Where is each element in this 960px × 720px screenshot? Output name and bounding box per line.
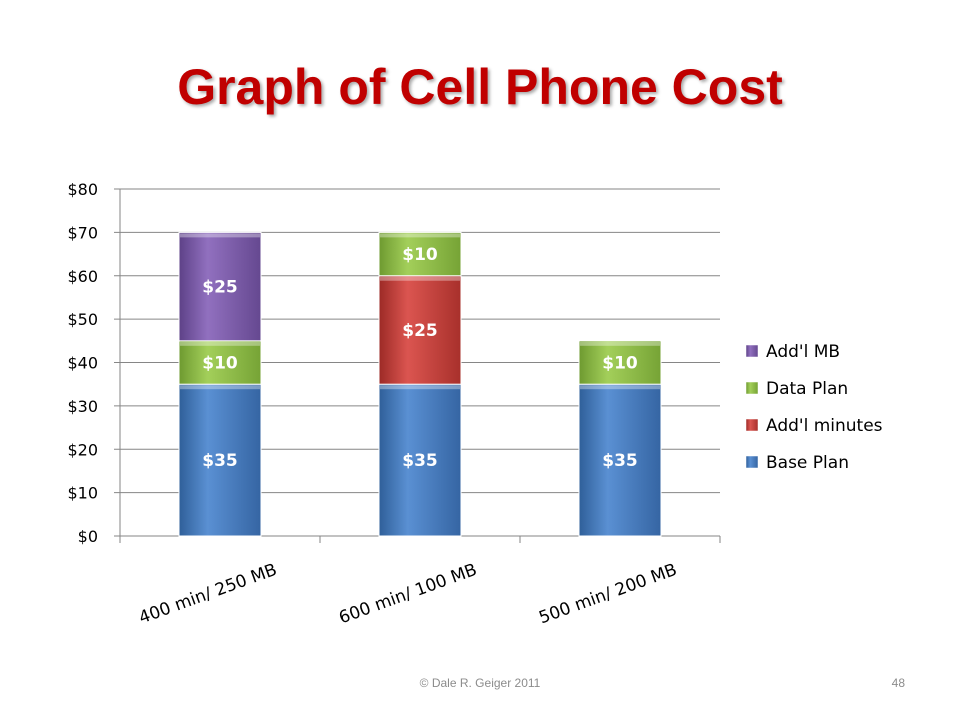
bar-bevel	[580, 341, 660, 346]
x-category-label: 600 min/ 100 MB	[336, 560, 479, 628]
data-label: $10	[202, 354, 238, 374]
y-tick-label: $0	[78, 527, 98, 546]
y-tick-label: $60	[67, 267, 98, 286]
legend-swatch	[745, 455, 759, 469]
bar-segment	[378, 383, 462, 537]
legend-label: Data Plan	[766, 379, 848, 399]
bar-segment	[578, 383, 662, 537]
legend-label: Add'l MB	[766, 342, 840, 362]
x-category-label: 500 min/ 200 MB	[536, 560, 679, 628]
legend-label: Add'l minutes	[766, 416, 883, 436]
data-labels: $35 $10 $25 $35 $25 $10 $35 $10	[202, 245, 638, 471]
data-label: $35	[602, 451, 638, 471]
bars	[178, 231, 662, 537]
bar-segment	[378, 231, 462, 277]
bar-bevel	[380, 276, 460, 281]
data-label: $25	[202, 278, 238, 298]
x-category-label: 400 min/ 250 MB	[136, 560, 279, 628]
y-tick-label: $10	[67, 484, 98, 503]
legend-label: Base Plan	[766, 453, 849, 473]
data-label: $10	[402, 245, 438, 265]
data-label: $35	[402, 451, 438, 471]
legend-swatch	[745, 418, 759, 432]
bar-bevel	[580, 385, 660, 390]
bar-segment	[578, 340, 662, 385]
y-tick-label: $80	[67, 180, 98, 199]
bar-bevel	[180, 233, 260, 238]
bar-segment	[378, 275, 462, 385]
y-tick-label: $70	[67, 223, 98, 242]
footer-copyright: © Dale R. Geiger 2011	[419, 676, 541, 690]
data-label: $25	[402, 321, 438, 341]
data-label: $35	[202, 451, 238, 471]
bar-bevel	[180, 385, 260, 390]
legend-swatch	[745, 344, 759, 358]
bar-bevel	[180, 341, 260, 346]
y-tick-label: $20	[67, 440, 98, 459]
y-tick-label: $50	[67, 310, 98, 329]
page-number: 48	[891, 676, 905, 690]
slide-title: Graph of Cell Phone Cost	[177, 59, 783, 115]
legend: Add'l MB Data Plan Add'l minutes Base Plan	[745, 342, 883, 473]
y-tick-label: $30	[67, 397, 98, 416]
bar-bevel	[380, 233, 460, 238]
y-tick-label: $40	[67, 354, 98, 373]
bar-segment	[178, 231, 262, 342]
bar-bevel	[380, 385, 460, 390]
data-label: $10	[602, 354, 638, 374]
bar-segment	[178, 340, 262, 385]
legend-swatch	[745, 381, 759, 395]
